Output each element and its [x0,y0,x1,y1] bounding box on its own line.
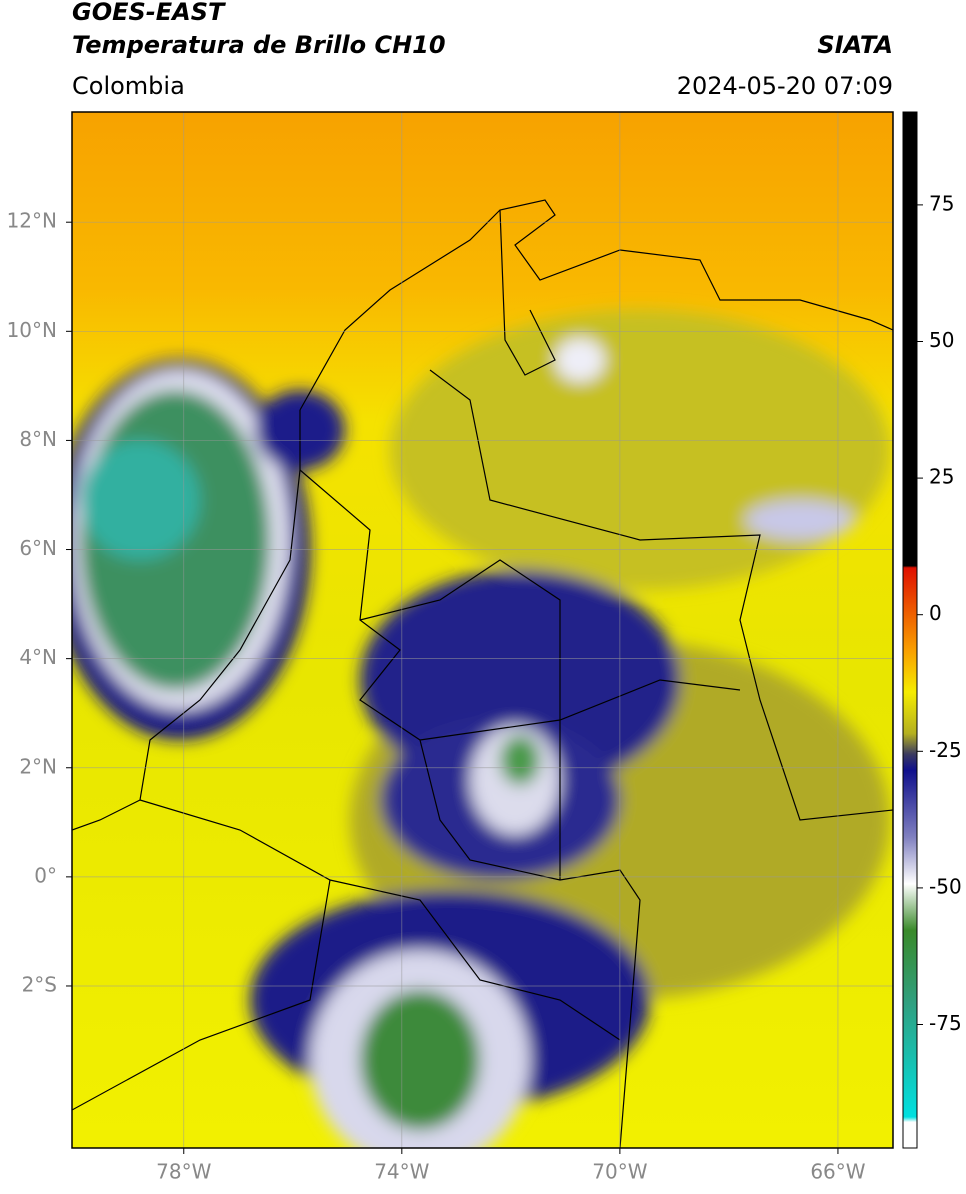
lat-tick-label: 0° [34,863,57,887]
lat-tick-label: 6°N [19,536,57,560]
lat-tick-label: 2°N [19,754,57,778]
lat-tick-label: 2°S [22,972,57,996]
colorbar-tick-label: -50 [929,874,962,898]
lon-tick-label: 78°W [156,1160,211,1184]
graticule [72,112,893,1148]
colorbar-tick-label: 50 [929,328,954,352]
region: Colombia [72,72,185,100]
lon-tick-label: 70°W [592,1160,647,1184]
map-frame [71,111,894,1149]
product: Temperatura de Brillo CH10 [72,31,446,59]
lat-tick-label: 12°N [7,209,57,233]
source: GOES-EAST [72,0,226,26]
coastlines [72,199,893,1148]
colorbar-tick-label: -75 [929,1011,962,1035]
datetime: 2024-05-20 07:09 [677,72,893,100]
lon-tick-label: 66°W [810,1160,865,1184]
lat-tick-label: 8°N [19,427,57,451]
colorbar-tick-label: -25 [929,738,962,762]
colorbar-tick-label: 25 [929,465,954,489]
colorbar-tick-label: 75 [929,191,954,215]
agency: SIATA [817,31,893,59]
lon-tick-label: 74°W [374,1160,429,1184]
lat-tick-label: 4°N [19,645,57,669]
colorbar-tick-label: 0 [929,601,942,625]
colorbar [902,111,918,1149]
lat-tick-label: 10°N [7,318,57,342]
satellite-image [72,112,893,1148]
